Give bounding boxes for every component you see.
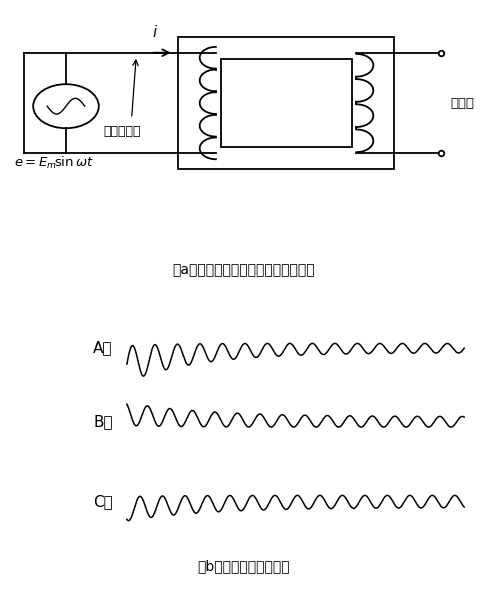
- Text: $i$: $i$: [152, 24, 158, 40]
- Text: （b）　各相電流波形例: （b） 各相電流波形例: [198, 559, 290, 573]
- Bar: [221, 59, 352, 147]
- Text: 変圧器充電: 変圧器充電: [103, 125, 141, 138]
- Text: C相: C相: [93, 494, 113, 509]
- Text: A相: A相: [93, 340, 113, 356]
- Text: 開放中: 開放中: [450, 97, 474, 110]
- Text: （a）　充電時の様子（単相で表示）: （a） 充電時の様子（単相で表示）: [173, 263, 315, 277]
- Bar: [179, 37, 394, 169]
- Text: B相: B相: [93, 414, 113, 430]
- Text: $e{=}E_m\!\sin\omega t$: $e{=}E_m\!\sin\omega t$: [15, 155, 94, 171]
